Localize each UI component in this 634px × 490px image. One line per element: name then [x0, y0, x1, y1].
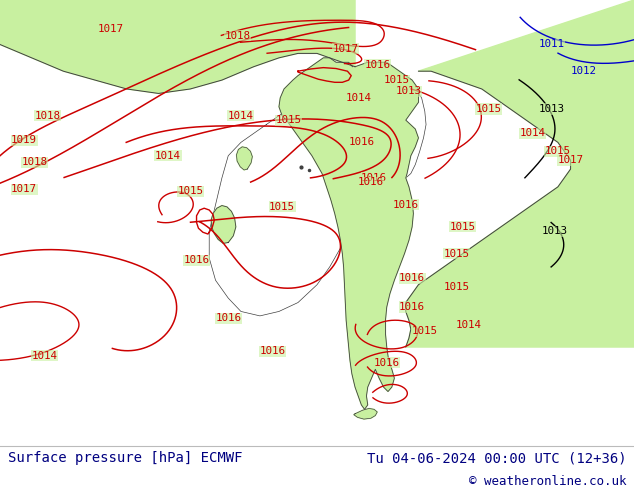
Text: 1017: 1017: [332, 44, 359, 54]
Text: 1016: 1016: [364, 59, 391, 70]
Text: 1019: 1019: [11, 135, 37, 145]
Text: 1016: 1016: [399, 302, 425, 312]
Text: © weatheronline.co.uk: © weatheronline.co.uk: [469, 475, 626, 489]
Text: 1015: 1015: [269, 202, 295, 212]
Text: 1013: 1013: [541, 226, 568, 236]
Text: 1017: 1017: [557, 155, 584, 165]
Polygon shape: [279, 58, 418, 409]
Polygon shape: [236, 147, 252, 170]
Text: 1015: 1015: [383, 75, 410, 85]
Text: 1014: 1014: [345, 93, 372, 103]
Text: 1014: 1014: [31, 351, 58, 361]
Text: 1013: 1013: [396, 86, 422, 96]
Text: 1014: 1014: [155, 151, 181, 161]
Text: 1016: 1016: [183, 255, 210, 265]
Text: 1016: 1016: [392, 199, 419, 210]
Text: 1013: 1013: [538, 104, 565, 114]
Text: 1016: 1016: [259, 346, 286, 357]
Polygon shape: [388, 71, 426, 180]
Text: 1016: 1016: [373, 358, 400, 368]
Text: 1015: 1015: [545, 147, 571, 156]
Text: 1015: 1015: [450, 222, 476, 232]
Polygon shape: [0, 0, 355, 94]
Text: 1014: 1014: [519, 128, 546, 139]
Text: 1017: 1017: [11, 184, 37, 194]
Text: 1011: 1011: [538, 40, 565, 49]
Polygon shape: [0, 200, 209, 338]
Text: 1015: 1015: [177, 186, 204, 196]
Text: Tu 04-06-2024 00:00 UTC (12+36): Tu 04-06-2024 00:00 UTC (12+36): [366, 451, 626, 466]
Text: 1015: 1015: [443, 282, 470, 292]
Text: 1012: 1012: [570, 66, 597, 76]
Polygon shape: [209, 71, 387, 316]
Text: 1017: 1017: [98, 24, 124, 34]
Text: 1018: 1018: [22, 157, 48, 168]
Text: 1014: 1014: [456, 320, 482, 330]
Text: 1016: 1016: [215, 313, 242, 323]
Text: 1014: 1014: [228, 111, 254, 121]
Polygon shape: [211, 205, 236, 244]
Text: 1015: 1015: [411, 326, 438, 337]
Polygon shape: [406, 0, 634, 347]
Polygon shape: [354, 409, 377, 419]
Text: Surface pressure [hPa] ECMWF: Surface pressure [hPa] ECMWF: [8, 451, 242, 466]
Text: 1016: 1016: [399, 273, 425, 283]
Text: 1018: 1018: [224, 30, 251, 41]
Polygon shape: [476, 0, 634, 111]
Text: 1015: 1015: [443, 248, 470, 259]
Polygon shape: [235, 294, 399, 445]
Text: 1015: 1015: [475, 104, 501, 114]
Text: 1016: 1016: [361, 173, 387, 183]
Text: 1016: 1016: [358, 177, 384, 187]
Text: 1015: 1015: [275, 115, 302, 125]
Text: 1018: 1018: [34, 111, 61, 121]
Text: 1016: 1016: [348, 137, 375, 147]
